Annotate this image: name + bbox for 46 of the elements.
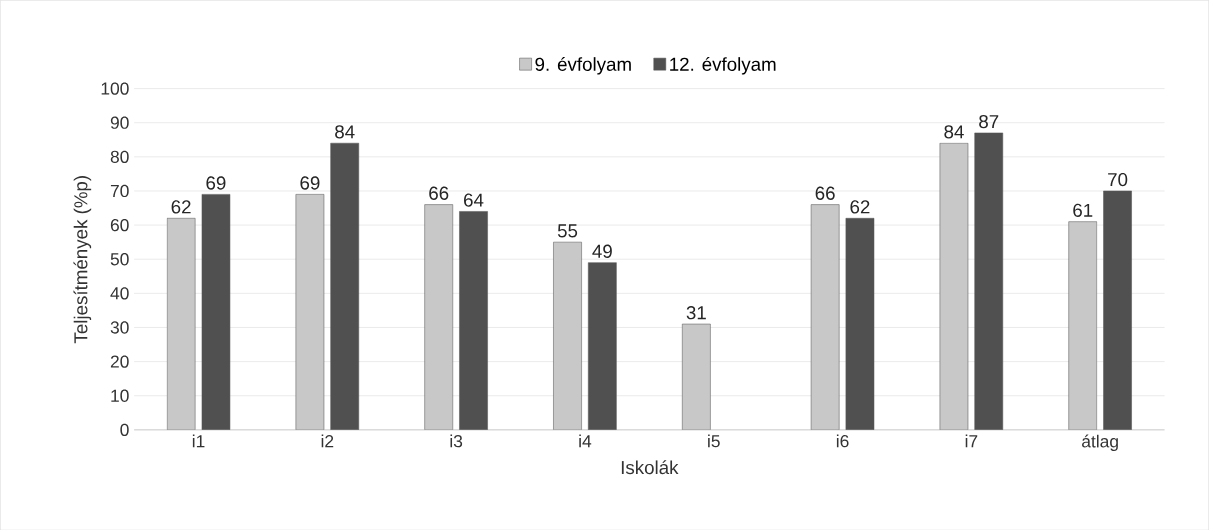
y-tick-label: 30	[110, 321, 129, 334]
x-tick-label: i5	[708, 434, 720, 448]
data-label: 61	[1073, 203, 1093, 217]
data-label: 84	[335, 124, 355, 139]
bar	[939, 142, 969, 430]
y-tick-label: 60	[110, 218, 129, 232]
bar	[295, 193, 325, 430]
y-tick-label: 90	[110, 116, 129, 129]
x-tick-label: i6	[836, 434, 849, 448]
bar	[810, 204, 840, 430]
x-axis-title: Iskolák	[621, 459, 679, 474]
x-tick-label: i4	[579, 434, 592, 447]
bar	[424, 204, 454, 430]
y-tick-label: 50	[110, 252, 129, 266]
x-tick-label: i7	[965, 434, 978, 447]
data-label: 69	[206, 176, 226, 190]
data-label: 55	[557, 224, 578, 238]
data-label: 69	[300, 176, 320, 190]
data-label: 62	[850, 200, 870, 214]
data-label: 66	[429, 186, 449, 200]
bar	[682, 323, 711, 430]
data-label: 70	[1108, 172, 1128, 187]
data-label: 84	[944, 124, 964, 139]
x-tick-label: i2	[321, 434, 334, 447]
y-tick-label: 10	[111, 389, 129, 402]
data-label: 49	[592, 244, 612, 258]
x-tick-label: i1	[192, 434, 205, 447]
bar	[1068, 221, 1098, 430]
data-label: 31	[686, 305, 706, 320]
bar	[553, 241, 582, 430]
data-label: 64	[464, 193, 484, 207]
legend-label: 12. évfolyam	[670, 56, 776, 75]
data-label: 62	[171, 200, 191, 214]
x-tick-label: átlag	[1082, 434, 1118, 451]
y-tick-label: 80	[110, 150, 129, 163]
data-label: 87	[979, 114, 999, 128]
y-tick-label: 70	[110, 184, 129, 197]
y-tick-label: 20	[110, 355, 129, 368]
data-label: 66	[815, 186, 835, 200]
y-tick-label: 40	[110, 286, 129, 300]
legend-label: 9. évfolyam	[535, 56, 631, 75]
y-tick-label: 100	[101, 82, 129, 95]
x-tick-label: i3	[450, 434, 463, 448]
y-tick-label: 0	[120, 423, 129, 436]
y-axis-title: Teljesítmények (%p)	[73, 175, 92, 343]
bar	[166, 217, 196, 430]
